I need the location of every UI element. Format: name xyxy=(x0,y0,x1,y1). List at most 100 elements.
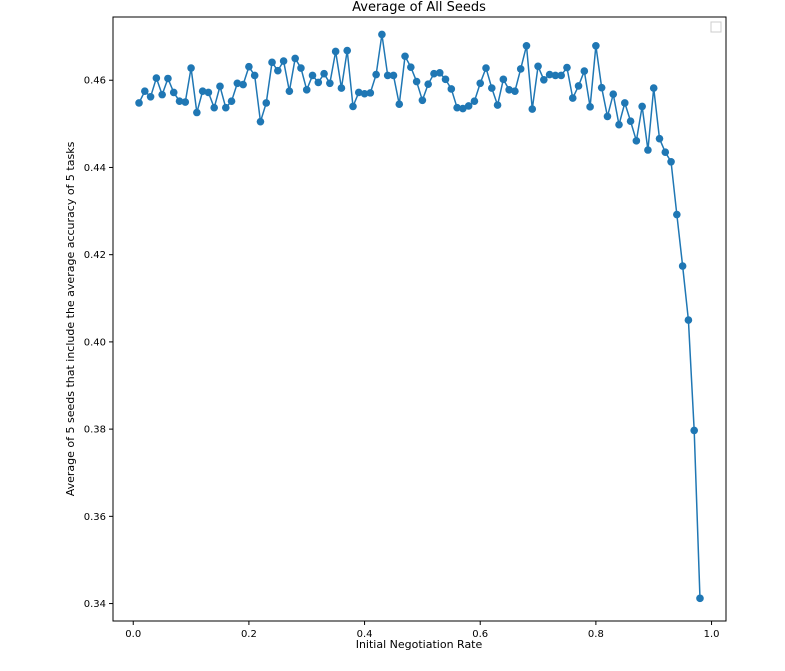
data-point xyxy=(626,117,635,126)
x-axis-label: Initial Negotiation Rate xyxy=(356,638,483,651)
data-point xyxy=(389,71,398,80)
data-point xyxy=(435,69,444,77)
data-point xyxy=(476,79,485,88)
data-point xyxy=(592,41,600,50)
x-tick-label: 1.0 xyxy=(704,629,720,640)
data-point xyxy=(534,62,542,71)
data-point xyxy=(297,64,305,72)
y-tick-label: 0.42 xyxy=(84,250,106,261)
data-point xyxy=(551,71,560,80)
data-point xyxy=(175,97,184,105)
data-point xyxy=(331,47,340,56)
data-point xyxy=(586,103,594,111)
data-point xyxy=(609,90,618,98)
data-point xyxy=(522,41,531,50)
data-point xyxy=(250,71,259,80)
data-point xyxy=(401,52,409,61)
data-point xyxy=(453,103,461,112)
data-point xyxy=(395,100,404,109)
data-point xyxy=(459,104,467,113)
data-point xyxy=(158,90,166,99)
data-point xyxy=(418,96,427,105)
data-point xyxy=(268,58,276,67)
data-point xyxy=(279,57,288,65)
data-point xyxy=(667,157,675,166)
x-axis: 0.0 0.2 0.4 0.6 0.8 1.0 xyxy=(125,621,719,640)
data-point xyxy=(412,77,421,86)
data-point xyxy=(239,80,247,89)
data-point xyxy=(430,69,438,78)
data-point xyxy=(574,82,583,90)
data-point xyxy=(482,64,490,72)
data-point xyxy=(597,83,606,92)
x-tick-label: 0.0 xyxy=(125,629,141,640)
data-point xyxy=(135,99,143,107)
y-tick-label: 0.44 xyxy=(84,163,106,174)
data-point xyxy=(308,71,317,80)
data-point xyxy=(337,84,346,92)
data-point xyxy=(233,79,242,88)
data-point xyxy=(274,66,282,75)
data-point xyxy=(615,120,623,129)
data-point xyxy=(146,93,155,101)
data-point xyxy=(499,75,508,84)
data-point xyxy=(198,87,207,95)
data-layer xyxy=(135,30,704,603)
data-point xyxy=(314,78,323,87)
data-point xyxy=(169,88,178,97)
data-point xyxy=(141,87,149,95)
data-point xyxy=(580,67,589,75)
data-point xyxy=(563,63,571,72)
data-point xyxy=(383,71,392,80)
data-point xyxy=(256,117,265,126)
data-point xyxy=(181,98,190,106)
data-point xyxy=(164,74,172,83)
x-tick-label: 0.6 xyxy=(472,629,488,640)
data-point xyxy=(360,89,369,98)
data-point xyxy=(505,86,513,94)
data-point xyxy=(470,97,479,105)
data-point xyxy=(690,426,698,435)
data-point xyxy=(487,84,496,92)
data-point xyxy=(644,146,652,154)
x-tick-label: 0.2 xyxy=(241,629,257,640)
data-point xyxy=(407,63,415,71)
plot-area xyxy=(113,17,726,621)
data-point xyxy=(262,99,271,107)
data-point xyxy=(655,134,664,143)
data-point xyxy=(516,65,525,73)
data-point xyxy=(349,102,357,111)
data-point xyxy=(152,74,161,82)
data-point xyxy=(621,99,629,107)
data-point xyxy=(193,108,201,117)
data-point xyxy=(204,88,213,97)
data-point xyxy=(557,71,565,80)
data-point xyxy=(354,88,363,97)
data-point xyxy=(678,262,687,270)
data-point xyxy=(302,86,311,94)
data-point xyxy=(673,210,681,219)
y-tick-label: 0.46 xyxy=(84,76,106,87)
data-point xyxy=(545,70,554,79)
x-tick-label: 0.4 xyxy=(357,629,373,640)
data-point xyxy=(343,46,352,55)
y-tick-label: 0.40 xyxy=(84,337,106,348)
data-point xyxy=(603,112,612,121)
data-point xyxy=(649,84,658,92)
data-point xyxy=(511,87,519,95)
data-point xyxy=(447,85,456,93)
data-point xyxy=(464,102,473,110)
data-point xyxy=(493,101,502,109)
data-point xyxy=(366,89,375,97)
y-axis-label: Average of 5 seeds that include the aver… xyxy=(64,141,77,496)
y-tick-label: 0.36 xyxy=(84,512,106,523)
data-point xyxy=(221,103,230,112)
axes-frame xyxy=(112,16,727,622)
data-point xyxy=(441,75,450,84)
legend-box xyxy=(710,21,722,33)
data-point xyxy=(638,102,646,111)
data-point xyxy=(568,94,577,102)
data-point xyxy=(245,62,253,71)
data-point xyxy=(684,316,693,324)
data-point xyxy=(210,103,218,112)
